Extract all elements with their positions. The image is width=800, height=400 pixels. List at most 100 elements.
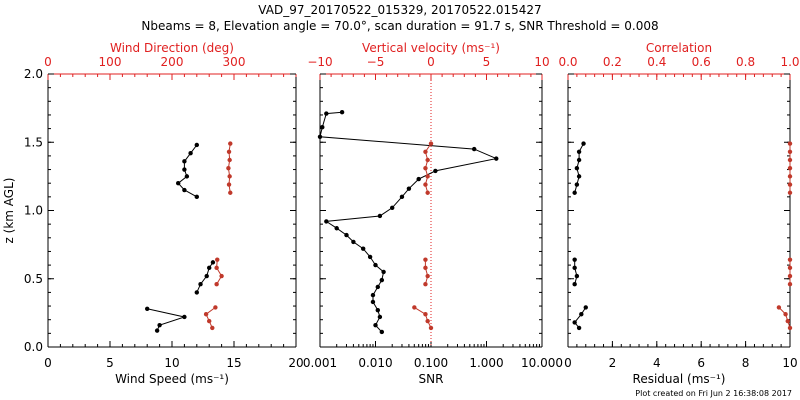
data-point-top <box>425 157 430 163</box>
series-line-bottom <box>177 144 198 198</box>
data-point-bottom <box>370 292 376 298</box>
series-line-top <box>216 259 223 285</box>
top-x-tick-label: 0.4 <box>647 55 666 69</box>
data-point-bottom <box>339 110 345 115</box>
x-axis-label: Residual (ms⁻¹) <box>633 372 726 386</box>
x-tick-label: 10.000 <box>521 356 563 370</box>
data-point-top <box>787 182 793 187</box>
data-point-top <box>228 190 233 195</box>
y-tick-label: 2.0 <box>24 67 43 81</box>
data-point-top <box>228 141 233 146</box>
data-point-top <box>787 149 793 155</box>
x-tick-label: 10 <box>164 356 179 370</box>
data-point-top <box>213 305 218 310</box>
data-point-bottom <box>379 277 385 283</box>
x-tick-label: 10 <box>782 356 797 370</box>
data-point-top <box>428 141 434 146</box>
data-point-bottom <box>351 239 356 245</box>
data-point-bottom <box>204 273 209 279</box>
data-point-bottom <box>182 187 187 193</box>
data-point-top <box>227 157 232 163</box>
x-tick-label: 0 <box>564 356 572 370</box>
data-point-top <box>219 273 224 279</box>
data-point-top <box>787 325 793 331</box>
top-x-tick-label: −5 <box>367 55 385 69</box>
data-point-top <box>783 312 788 317</box>
data-point-top <box>787 257 793 262</box>
top-x-tick-label: 0.6 <box>692 55 711 69</box>
top-x-tick-label: 10 <box>534 55 549 69</box>
data-point-bottom <box>373 322 378 328</box>
data-point-bottom <box>367 254 373 260</box>
data-point-bottom <box>574 273 580 279</box>
top-x-tick-label: 0.8 <box>736 55 755 69</box>
data-point-top <box>210 325 215 331</box>
top-x-tick-label: 300 <box>223 55 246 69</box>
x-tick-label: 0.010 <box>358 356 392 370</box>
data-point-top <box>412 305 417 310</box>
data-point-bottom <box>572 320 577 325</box>
y-tick-label: 1.0 <box>24 204 43 218</box>
data-point-bottom <box>194 290 199 295</box>
data-point-bottom <box>406 186 412 191</box>
data-point-top <box>423 165 428 171</box>
x-tick-label: 15 <box>226 356 241 370</box>
series-line-bottom <box>319 111 498 333</box>
series-line-bottom <box>574 259 578 285</box>
data-point-bottom <box>157 322 162 328</box>
data-point-top <box>428 325 434 331</box>
top-x-tick-label: 0 <box>44 55 52 69</box>
panel-residual: 0 2 4 6 8 10 0.0 0.2 0.4 0.6 0.8 1.0 Residual (ms⁻¹)… <box>558 41 799 386</box>
data-point-top <box>425 273 430 279</box>
data-point-top <box>787 190 793 195</box>
data-point-bottom <box>320 125 325 130</box>
data-point-bottom <box>572 190 577 195</box>
data-point-top <box>785 318 790 324</box>
data-point-bottom <box>377 213 383 219</box>
data-point-top <box>207 318 212 324</box>
data-point-bottom <box>182 167 187 172</box>
data-point-bottom <box>379 329 385 335</box>
data-point-bottom <box>576 325 582 331</box>
data-point-bottom <box>370 299 376 305</box>
data-point-top <box>787 265 793 271</box>
data-point-bottom <box>207 265 212 271</box>
data-point-bottom <box>324 111 329 116</box>
top-x-tick-label: 0.2 <box>603 55 622 69</box>
top-x-tick-label: 200 <box>161 55 184 69</box>
data-point-bottom <box>399 194 405 200</box>
data-point-top <box>423 149 428 155</box>
top-x-tick-label: 0.0 <box>558 55 577 69</box>
data-point-top <box>787 273 793 279</box>
plot-created-footer: Plot created on Fri Jun 2 16:38:08 2017 <box>635 389 792 398</box>
data-point-top <box>425 174 430 179</box>
chart-subtitle: Nbeams = 8, Elevation angle = 70.0°, sca… <box>141 19 659 33</box>
data-point-top <box>226 165 231 171</box>
data-point-bottom <box>572 282 577 287</box>
data-point-top <box>787 174 793 179</box>
data-point-bottom <box>433 168 438 174</box>
data-point-top <box>215 257 220 262</box>
data-point-top <box>203 312 209 317</box>
data-point-top <box>423 265 428 271</box>
data-point-bottom <box>184 174 190 179</box>
data-point-bottom <box>375 284 380 290</box>
x-tick-label: 4 <box>653 356 661 370</box>
data-point-top <box>787 157 793 163</box>
data-point-bottom <box>579 312 584 317</box>
data-point-top <box>787 282 793 287</box>
data-point-bottom <box>182 159 187 164</box>
data-point-bottom <box>583 305 588 310</box>
series-line-top <box>778 307 791 329</box>
data-point-bottom <box>576 149 582 155</box>
chart-title-block: VAD_97_20170522_015329, 20170522.015427 … <box>0 2 800 34</box>
data-point-bottom <box>210 260 216 265</box>
data-point-bottom <box>377 314 383 320</box>
series-line-top <box>424 259 429 285</box>
y-tick-label: 0.5 <box>24 272 43 286</box>
data-point-top <box>425 318 430 324</box>
data-point-bottom <box>572 257 577 262</box>
x-tick-label: 1.000 <box>469 356 503 370</box>
chart-title: VAD_97_20170522_015329, 20170522.015427 <box>258 3 542 17</box>
x-tick-label: 8 <box>742 356 750 370</box>
